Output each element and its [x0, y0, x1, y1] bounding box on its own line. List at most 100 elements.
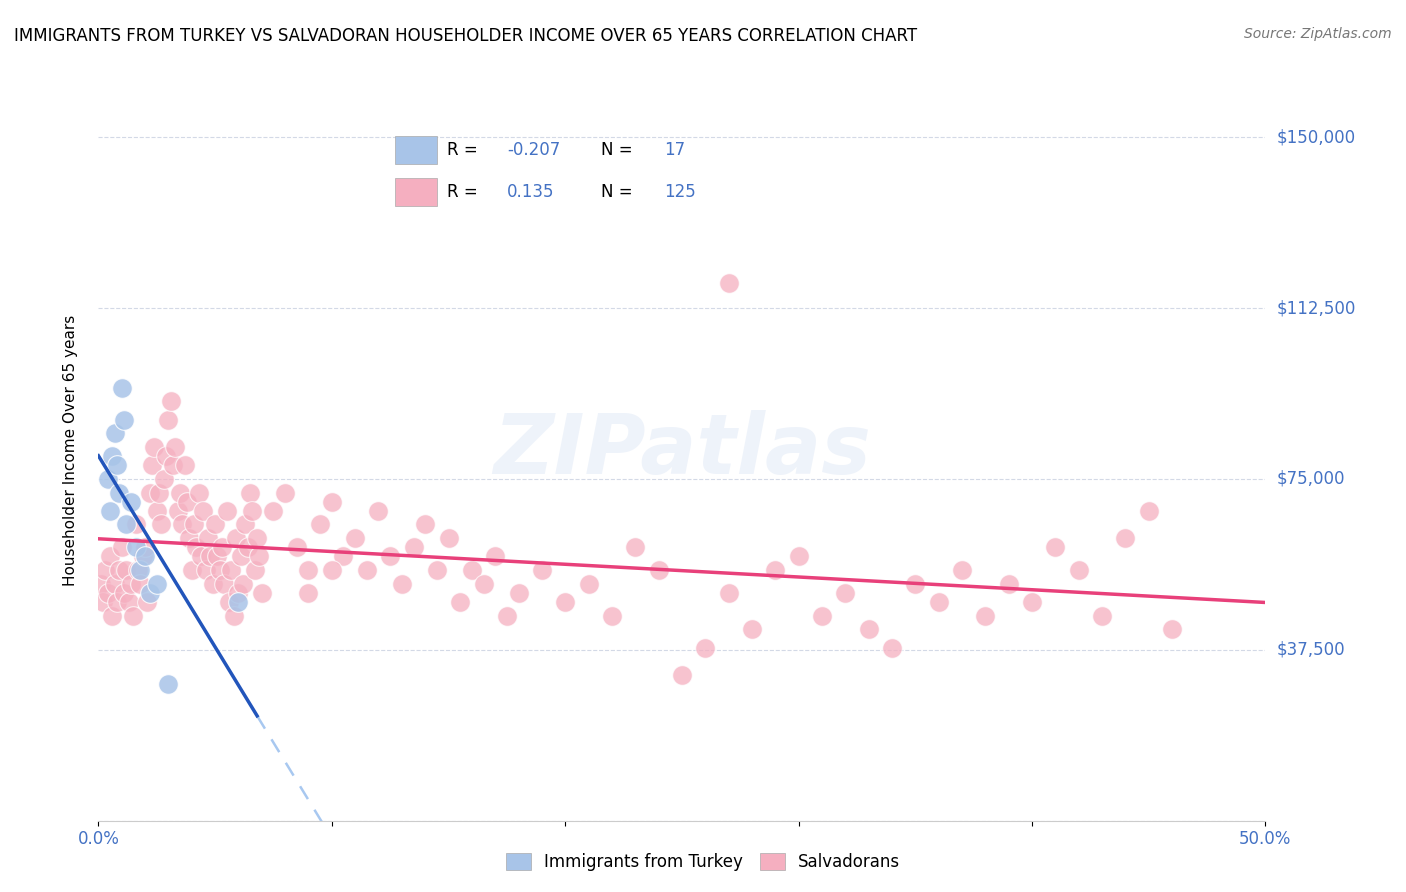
Point [166, 504, 188, 518]
Point [225, 531, 247, 545]
Point [554, 595, 576, 609]
Point [997, 576, 1019, 591]
Point [172, 517, 194, 532]
Text: $150,000: $150,000 [1277, 128, 1355, 146]
Point [717, 276, 740, 290]
Point [437, 531, 460, 545]
Point [904, 576, 927, 591]
Point [127, 563, 149, 577]
Point [141, 458, 163, 473]
Point [426, 563, 449, 577]
Point [787, 549, 810, 564]
Point [104, 576, 127, 591]
Point [242, 504, 264, 518]
Point [211, 541, 233, 555]
Point [391, 576, 413, 591]
Point [194, 563, 217, 577]
Point [120, 576, 142, 591]
Point [97, 472, 120, 486]
Point [647, 563, 669, 577]
Point [1137, 504, 1160, 518]
Point [129, 576, 152, 591]
Point [1021, 595, 1043, 609]
Point [122, 608, 145, 623]
Point [94, 563, 117, 577]
Point [157, 677, 180, 691]
Point [197, 531, 219, 545]
Point [858, 622, 880, 636]
Point [250, 586, 273, 600]
Point [208, 563, 231, 577]
Point [176, 494, 198, 508]
Point [186, 541, 208, 555]
Point [134, 541, 156, 555]
Point [834, 586, 856, 600]
Point [974, 608, 997, 623]
Text: ZIPatlas: ZIPatlas [494, 410, 870, 491]
Point [136, 595, 159, 609]
Point [344, 531, 367, 545]
Point [229, 549, 252, 564]
Point [91, 595, 114, 609]
Point [578, 576, 600, 591]
Point [200, 549, 222, 564]
Point [146, 576, 169, 591]
Point [249, 549, 271, 564]
Point [600, 608, 623, 623]
Point [159, 394, 181, 409]
Point [139, 485, 162, 500]
Point [98, 504, 121, 518]
Point [187, 485, 209, 500]
Point [193, 504, 215, 518]
Point [928, 595, 950, 609]
Point [201, 576, 224, 591]
Point [143, 440, 166, 454]
Point [221, 563, 243, 577]
Point [115, 563, 138, 577]
Point [162, 458, 184, 473]
Point [101, 608, 124, 623]
Text: $75,000: $75,000 [1277, 470, 1346, 488]
Point [880, 640, 903, 655]
Point [115, 517, 138, 532]
Point [165, 440, 187, 454]
Point [169, 485, 191, 500]
Point [105, 595, 128, 609]
Point [484, 549, 506, 564]
Point [321, 563, 343, 577]
Point [309, 517, 332, 532]
Point [246, 531, 269, 545]
Point [112, 413, 135, 427]
Y-axis label: Householder Income Over 65 years: Householder Income Over 65 years [63, 315, 77, 586]
Point [108, 563, 131, 577]
Point [695, 640, 717, 655]
Point [125, 541, 148, 555]
Point [90, 576, 112, 591]
Point [321, 494, 343, 508]
Point [461, 563, 484, 577]
Point [235, 517, 257, 532]
Point [1161, 622, 1184, 636]
Point [222, 608, 245, 623]
Point [232, 576, 254, 591]
Point [239, 485, 262, 500]
Point [97, 586, 120, 600]
Point [950, 563, 973, 577]
Point [243, 563, 266, 577]
Point [413, 517, 436, 532]
Point [214, 576, 236, 591]
Point [157, 413, 180, 427]
Point [274, 485, 297, 500]
Text: IMMIGRANTS FROM TURKEY VS SALVADORAN HOUSEHOLDER INCOME OVER 65 YEARS CORRELATIO: IMMIGRANTS FROM TURKEY VS SALVADORAN HOU… [14, 27, 917, 45]
Point [111, 381, 134, 395]
Point [108, 485, 131, 500]
Point [105, 458, 128, 473]
Point [101, 449, 124, 463]
Point [741, 622, 763, 636]
Point [297, 563, 319, 577]
Point [1091, 608, 1114, 623]
Point [1114, 531, 1136, 545]
Point [671, 668, 693, 682]
Point [190, 549, 212, 564]
Point [717, 586, 740, 600]
